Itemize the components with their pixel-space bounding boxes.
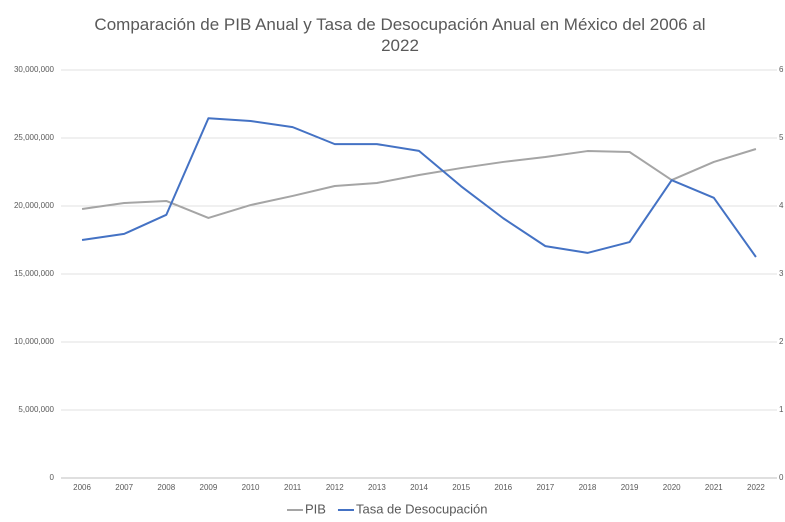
legend-label: Tasa de Desocupación bbox=[356, 501, 488, 516]
x-tick-label: 2008 bbox=[157, 483, 175, 492]
y2-tick-label: 5 bbox=[779, 133, 784, 142]
series-line bbox=[81, 148, 757, 219]
x-tick-label: 2017 bbox=[536, 483, 554, 492]
x-tick-label: 2021 bbox=[705, 483, 723, 492]
x-tick-label: 2020 bbox=[663, 483, 681, 492]
y2-tick-label: 1 bbox=[779, 405, 784, 414]
y2-tick-label: 6 bbox=[779, 65, 784, 74]
y2-tick-label: 0 bbox=[779, 473, 784, 482]
legend-label: PIB bbox=[305, 501, 326, 516]
y2-tick-label: 3 bbox=[779, 269, 784, 278]
y-tick-label: 5,000,000 bbox=[18, 405, 54, 414]
y2-tick-label: 2 bbox=[779, 337, 784, 346]
x-tick-label: 2009 bbox=[200, 483, 218, 492]
y-tick-label: 25,000,000 bbox=[14, 133, 55, 142]
y-tick-label: 0 bbox=[50, 473, 55, 482]
x-tick-label: 2012 bbox=[326, 483, 344, 492]
x-tick-label: 2014 bbox=[410, 483, 428, 492]
x-tick-label: 2016 bbox=[494, 483, 512, 492]
x-tick-label: 2007 bbox=[115, 483, 133, 492]
x-tick-label: 2013 bbox=[368, 483, 386, 492]
y-tick-label: 30,000,000 bbox=[14, 65, 55, 74]
y2-tick-label: 4 bbox=[779, 201, 784, 210]
x-tick-label: 2022 bbox=[747, 483, 765, 492]
x-tick-label: 2010 bbox=[242, 483, 260, 492]
series-line bbox=[81, 117, 757, 258]
x-tick-label: 2018 bbox=[579, 483, 597, 492]
x-tick-label: 2019 bbox=[621, 483, 639, 492]
y-tick-label: 15,000,000 bbox=[14, 269, 55, 278]
x-tick-label: 2011 bbox=[284, 483, 302, 492]
y-tick-label: 20,000,000 bbox=[14, 201, 55, 210]
chart-title: Comparación de PIB Anual y Tasa de Desoc… bbox=[94, 15, 706, 55]
y-tick-label: 10,000,000 bbox=[14, 337, 55, 346]
x-tick-label: 2006 bbox=[73, 483, 91, 492]
x-tick-label: 2015 bbox=[452, 483, 470, 492]
